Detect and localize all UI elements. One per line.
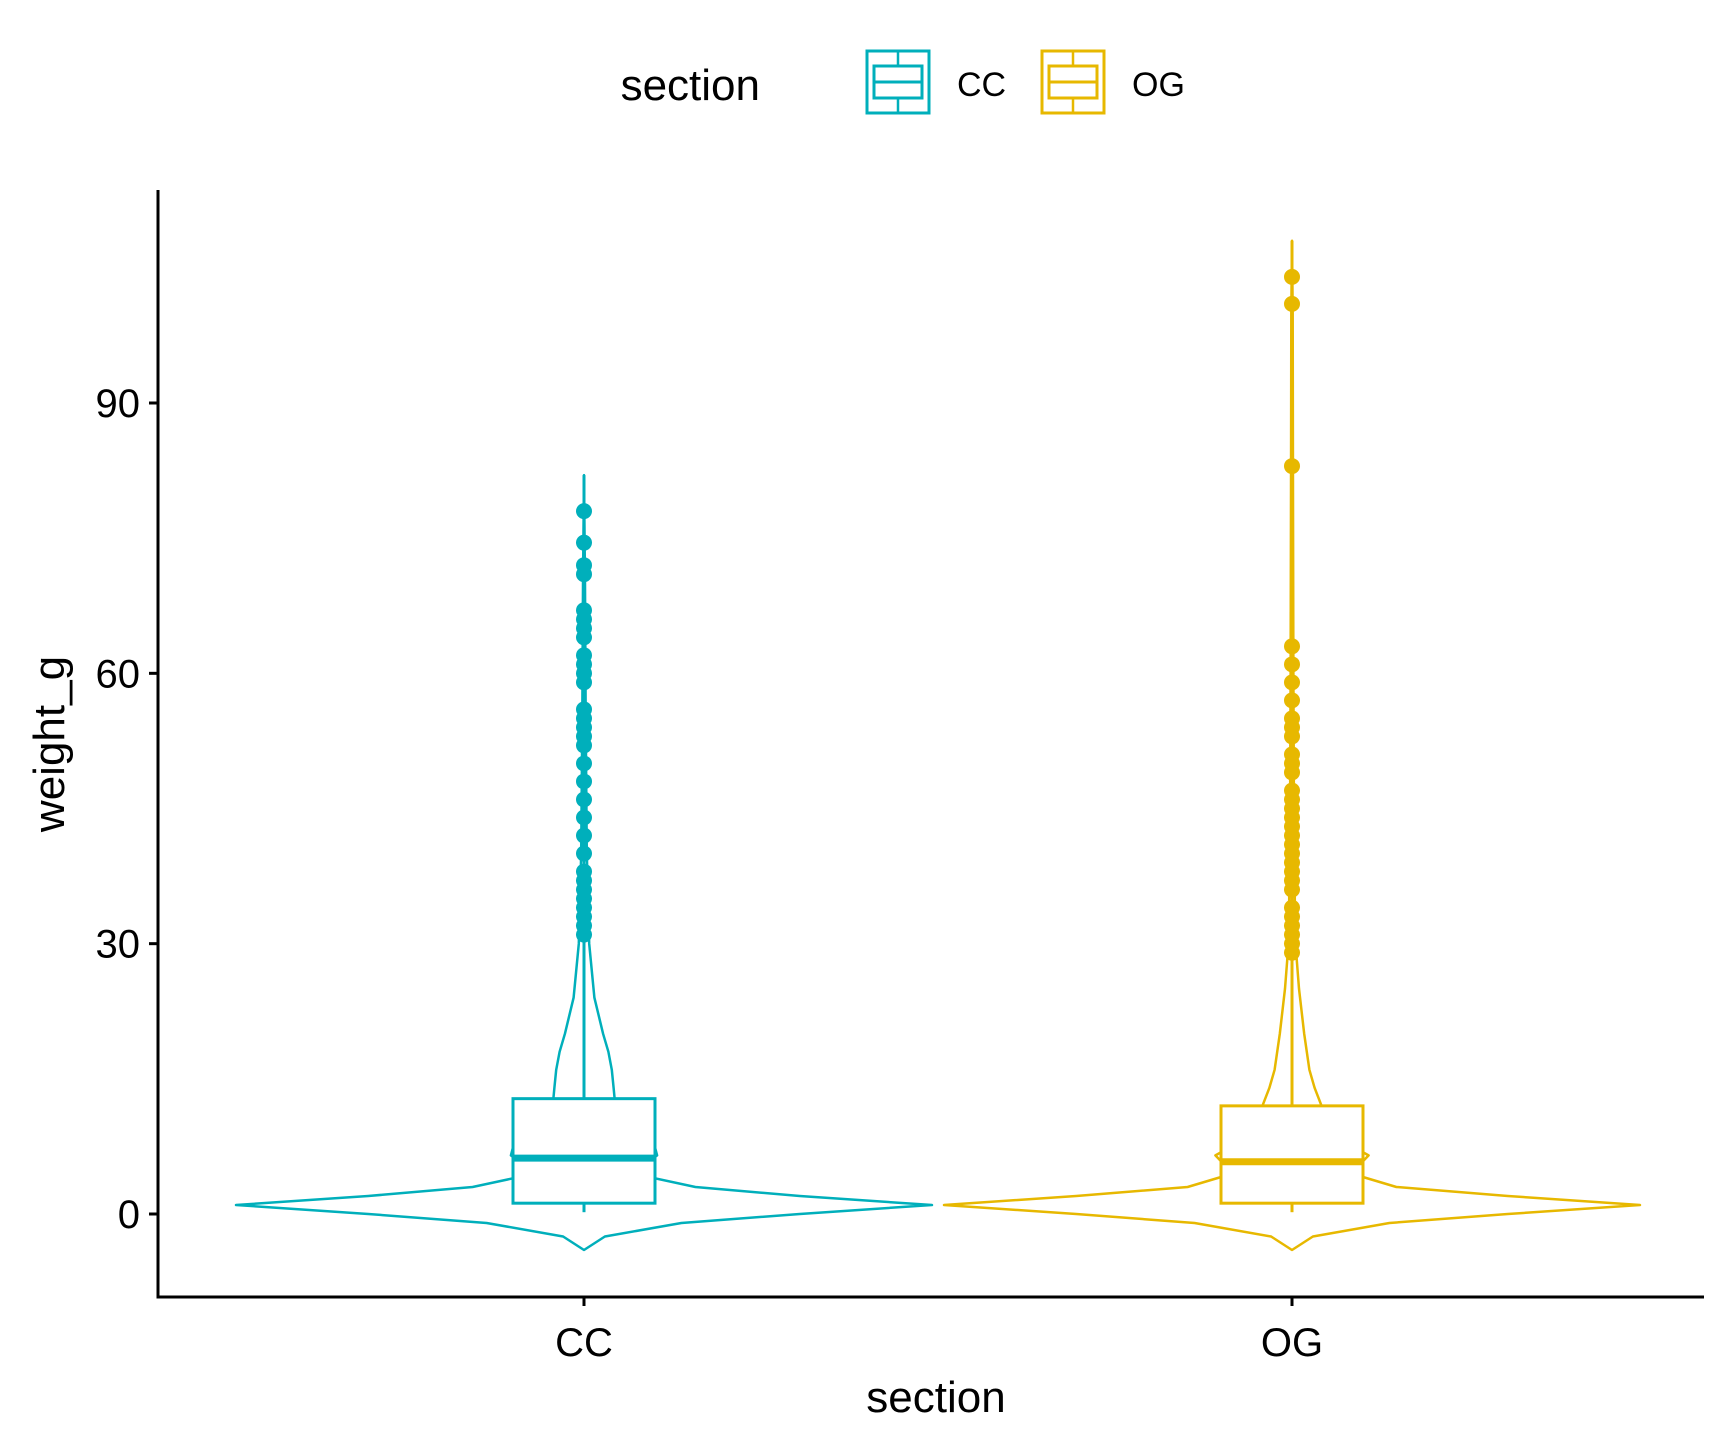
legend-label: OG bbox=[1132, 66, 1185, 104]
outlier-point bbox=[1284, 710, 1300, 727]
box-iqr bbox=[1219, 1104, 1365, 1205]
y-tick-label: 0 bbox=[118, 1193, 140, 1237]
x-tick-label: OG bbox=[1261, 1321, 1323, 1365]
y-tick-label: 30 bbox=[96, 923, 141, 967]
outlier-point bbox=[1284, 656, 1300, 673]
outlier-point bbox=[576, 534, 592, 551]
outlier-point bbox=[576, 845, 592, 862]
y-tick-label: 90 bbox=[96, 382, 141, 426]
outlier-point bbox=[1284, 899, 1300, 916]
outlier-point bbox=[576, 809, 592, 826]
outlier-point bbox=[576, 827, 592, 844]
outlier-point bbox=[576, 791, 592, 808]
series-OG bbox=[942, 239, 1642, 1252]
outlier-point bbox=[576, 701, 592, 718]
outlier-point bbox=[1284, 674, 1300, 691]
plot-area bbox=[234, 239, 1642, 1252]
legend-entry-OG: OG bbox=[1040, 49, 1185, 115]
x-axis-title: section bbox=[866, 1373, 1005, 1422]
y-tick-label: 60 bbox=[96, 652, 141, 696]
series-CC bbox=[234, 473, 934, 1252]
legend: section CC OG bbox=[621, 49, 1185, 115]
outlier-point bbox=[1284, 295, 1300, 312]
outlier-point bbox=[1284, 782, 1300, 799]
outlier-point bbox=[576, 647, 592, 664]
outlier-point bbox=[1284, 692, 1300, 709]
outlier-point bbox=[1284, 458, 1300, 475]
outlier-point bbox=[576, 602, 592, 619]
x-axis-ticks: CC OG bbox=[555, 1297, 1323, 1365]
outlier-point bbox=[576, 755, 592, 772]
box-iqr bbox=[511, 1097, 657, 1205]
legend-label: CC bbox=[957, 66, 1006, 104]
legend-entry-CC: CC bbox=[865, 49, 1006, 115]
x-tick-label: CC bbox=[555, 1321, 613, 1365]
legend-entries: CC OG bbox=[865, 49, 1185, 115]
outlier-point bbox=[576, 863, 592, 880]
outlier-point bbox=[576, 503, 592, 520]
outlier-point bbox=[576, 773, 592, 790]
outlier-point bbox=[1284, 638, 1300, 655]
outlier-point bbox=[576, 557, 592, 574]
y-axis-ticks: 0 30 60 90 bbox=[96, 382, 158, 1237]
outlier-point bbox=[1284, 268, 1300, 285]
legend-title: section bbox=[621, 61, 760, 110]
outlier-point bbox=[1284, 746, 1300, 763]
y-axis-title: weight_g bbox=[25, 656, 74, 833]
